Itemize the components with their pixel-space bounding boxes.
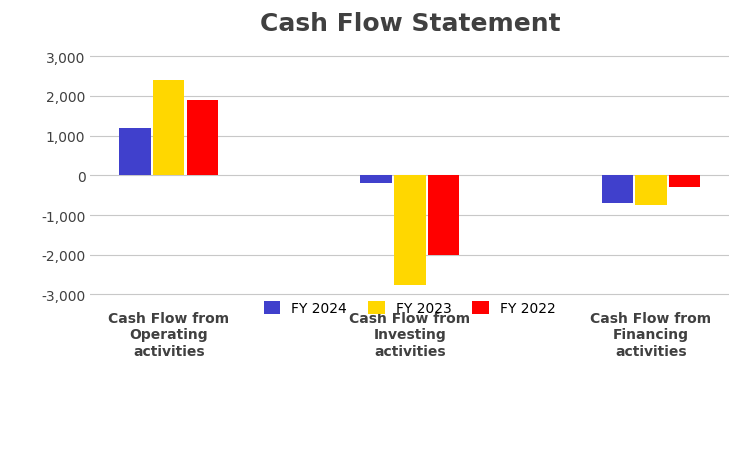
Bar: [360, 176, 392, 184]
Bar: [669, 176, 700, 188]
Legend: FY 2024, FY 2023, FY 2022: FY 2024, FY 2023, FY 2022: [264, 301, 556, 315]
Bar: [602, 176, 633, 204]
Bar: [635, 176, 666, 206]
Bar: [428, 176, 459, 255]
Bar: [394, 176, 426, 285]
Bar: [153, 81, 184, 176]
Bar: [186, 101, 218, 176]
Title: Cash Flow Statement: Cash Flow Statement: [259, 12, 560, 36]
Bar: [120, 129, 150, 176]
